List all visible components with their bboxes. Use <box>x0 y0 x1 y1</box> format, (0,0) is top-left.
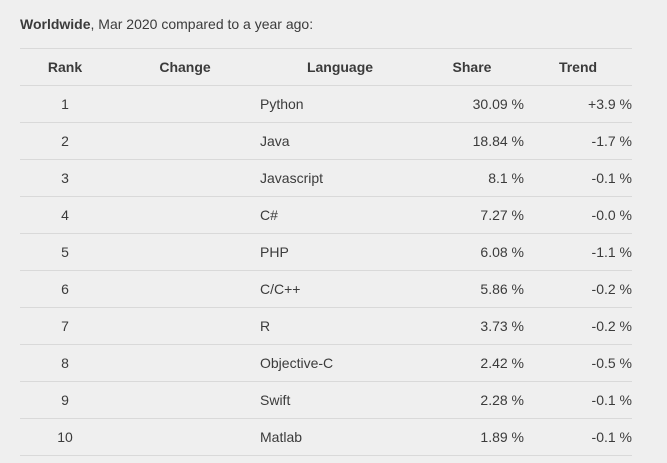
trend-cell: -0.5 % <box>591 355 632 371</box>
share-cell: 1.89 % <box>480 429 524 445</box>
trend-cell: -0.1 % <box>591 429 632 445</box>
share-cell: 3.73 % <box>480 318 524 334</box>
title-region-text: Worldwide <box>20 16 91 32</box>
page-title: Worldwide, Mar 2020 compared to a year a… <box>0 0 667 48</box>
rank-cell: 5 <box>61 244 69 260</box>
language-cell: R <box>260 318 271 334</box>
table-row: 6 C/C++ 5.86 % -0.2 % <box>20 271 632 308</box>
language-cell: Swift <box>260 392 291 408</box>
column-header-change: Change <box>159 59 211 75</box>
table-row: 4 C# 7.27 % -0.0 % <box>20 197 632 234</box>
share-cell: 18.84 % <box>472 133 524 149</box>
column-header-share: Share <box>452 59 492 75</box>
table-row: 8 Objective-C 2.42 % -0.5 % <box>20 345 632 382</box>
language-cell: PHP <box>260 244 289 260</box>
title-period-text: , Mar 2020 compared to a year ago: <box>90 16 314 32</box>
language-cell: Javascript <box>260 170 324 186</box>
share-cell: 30.09 % <box>472 96 524 112</box>
table-row: 5 PHP 6.08 % -1.1 % <box>20 234 632 271</box>
language-cell: Python <box>260 96 304 112</box>
change-cell <box>110 160 260 197</box>
trend-cell: -0.1 % <box>591 170 632 186</box>
change-cell <box>110 345 260 382</box>
share-cell: 7.27 % <box>480 207 524 223</box>
language-cell: Objective-C <box>260 355 334 371</box>
change-cell <box>110 382 260 419</box>
language-cell: C/C++ <box>260 281 301 297</box>
trend-cell: -0.2 % <box>591 318 632 334</box>
change-cell <box>110 86 260 123</box>
change-cell <box>110 419 260 456</box>
rank-cell: 9 <box>61 392 69 408</box>
trend-cell: +3.9 % <box>588 96 632 112</box>
trend-cell: -0.0 % <box>591 207 632 223</box>
rank-cell: 8 <box>61 355 69 371</box>
table-row: 10 Matlab 1.89 % -0.1 % <box>20 419 632 456</box>
rank-cell: 10 <box>57 429 73 445</box>
share-cell: 2.42 % <box>480 355 524 371</box>
table-header-row: Rank Change Language Share Trend <box>20 49 632 86</box>
share-cell: 2.28 % <box>480 392 524 408</box>
rank-cell: 6 <box>61 281 69 297</box>
table-row: 1 Python 30.09 % +3.9 % <box>20 86 632 123</box>
trend-cell: -0.2 % <box>591 281 632 297</box>
rank-cell: 3 <box>61 170 69 186</box>
change-cell <box>110 123 260 160</box>
change-cell <box>110 234 260 271</box>
column-header-rank: Rank <box>47 59 83 75</box>
language-cell: C# <box>260 207 278 223</box>
share-cell: 6.08 % <box>480 244 524 260</box>
share-cell: 5.86 % <box>480 281 524 297</box>
table-row: 3 Javascript 8.1 % -0.1 % <box>20 160 632 197</box>
rank-cell: 2 <box>61 133 69 149</box>
trend-cell: -1.1 % <box>591 244 632 260</box>
table-row: 9 Swift 2.28 % -0.1 % <box>20 382 632 419</box>
language-cell: Java <box>260 133 290 149</box>
column-header-language: Language <box>306 59 374 75</box>
table-row: 2 Java 18.84 % -1.7 % <box>20 123 632 160</box>
change-cell <box>110 197 260 234</box>
change-cell <box>110 271 260 308</box>
trend-cell: -0.1 % <box>591 392 632 408</box>
share-cell: 8.1 % <box>488 170 524 186</box>
trend-cell: -1.7 % <box>591 133 632 149</box>
language-ranking-table: Rank Change Language Share Trend 1 Pytho… <box>20 48 632 456</box>
table-row: 7 R 3.73 % -0.2 % <box>20 308 632 345</box>
change-cell <box>110 308 260 345</box>
language-cell: Matlab <box>260 429 303 445</box>
rank-cell: 4 <box>61 207 69 223</box>
rank-cell: 7 <box>61 318 69 334</box>
column-header-trend: Trend <box>558 59 598 75</box>
rank-cell: 1 <box>61 96 69 112</box>
